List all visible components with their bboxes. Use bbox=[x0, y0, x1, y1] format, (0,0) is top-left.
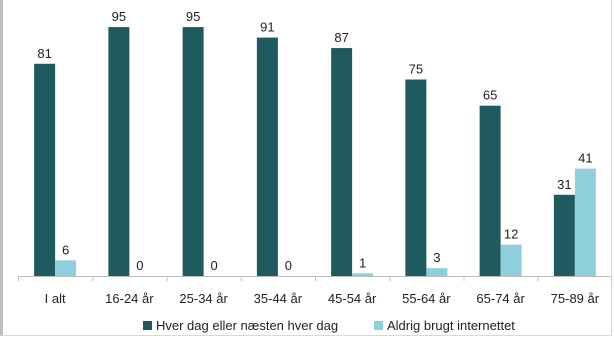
data-label-never-3: 0 bbox=[285, 258, 292, 273]
legend-label-1: Aldrig brugt internettet bbox=[387, 318, 515, 333]
legend-label-0: Hver dag eller næsten hver dag bbox=[156, 318, 338, 333]
bar-daily-3 bbox=[256, 37, 278, 276]
data-label-never-7: 41 bbox=[578, 151, 592, 166]
data-label-daily-4: 87 bbox=[334, 30, 348, 45]
bar-daily-1 bbox=[108, 27, 130, 276]
legend-swatch-0 bbox=[143, 321, 152, 330]
bar-daily-2 bbox=[182, 27, 204, 276]
bar-daily-6 bbox=[479, 105, 501, 276]
data-label-never-1: 0 bbox=[136, 258, 143, 273]
data-label-never-5: 3 bbox=[433, 250, 440, 265]
data-label-never-0: 6 bbox=[62, 242, 69, 257]
data-label-daily-1: 95 bbox=[112, 9, 126, 24]
bar-daily-4 bbox=[331, 48, 353, 277]
category-label-7: 75-89 år bbox=[551, 291, 600, 306]
category-label-5: 55-64 år bbox=[402, 291, 451, 306]
legend-swatch-1 bbox=[374, 321, 383, 330]
data-label-daily-5: 75 bbox=[409, 62, 423, 77]
bar-daily-0 bbox=[34, 63, 56, 276]
category-label-4: 45-54 år bbox=[328, 291, 377, 306]
data-label-daily-0: 81 bbox=[37, 46, 51, 61]
bar-never-4 bbox=[352, 273, 374, 276]
bar-never-5 bbox=[426, 268, 448, 276]
category-label-6: 65-74 år bbox=[476, 291, 525, 306]
bar-never-0 bbox=[55, 260, 77, 276]
data-label-never-4: 1 bbox=[359, 255, 366, 270]
data-label-daily-2: 95 bbox=[186, 9, 200, 24]
data-label-daily-7: 31 bbox=[557, 177, 571, 192]
data-label-never-2: 0 bbox=[211, 258, 218, 273]
category-label-3: 35-44 år bbox=[254, 291, 303, 306]
bar-never-7 bbox=[574, 168, 596, 276]
category-label-2: 25-34 år bbox=[179, 291, 228, 306]
bar-daily-7 bbox=[553, 194, 575, 276]
data-label-daily-6: 65 bbox=[483, 88, 497, 103]
data-label-daily-3: 91 bbox=[260, 20, 274, 35]
bar-never-6 bbox=[500, 244, 522, 276]
data-label-never-6: 12 bbox=[504, 227, 518, 242]
category-label-1: 16-24 år bbox=[105, 291, 154, 306]
bar-daily-5 bbox=[405, 79, 427, 276]
category-label-0: I alt bbox=[45, 291, 66, 306]
